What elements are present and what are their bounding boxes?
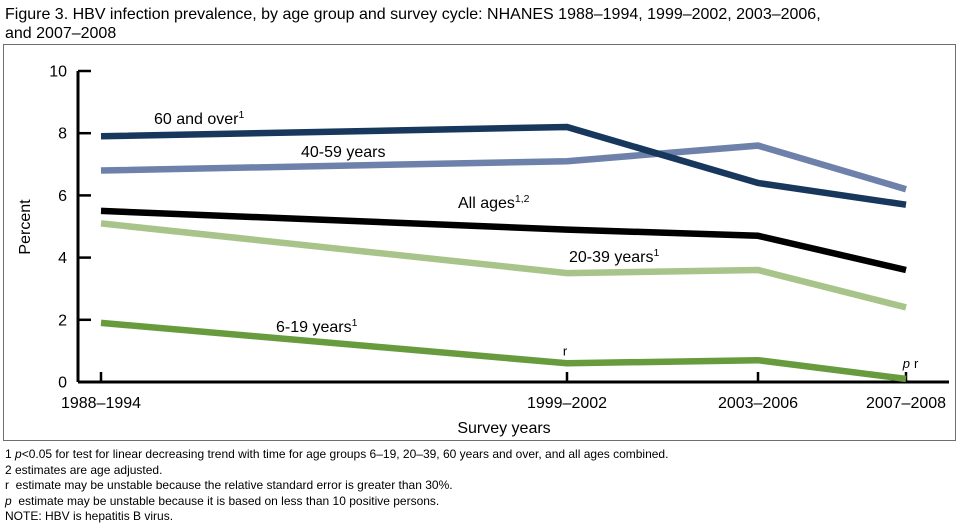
- footnotes: 1 p<0.05 for test for linear decreasing …: [5, 447, 668, 525]
- series-line-60-and-over: [100, 123, 907, 208]
- y-tick-label: 8: [58, 126, 67, 143]
- flag-annotation-r: r: [914, 356, 919, 371]
- flag-annotation-p: p: [902, 356, 910, 371]
- footnote: 2 estimates are age adjusted.: [5, 462, 163, 477]
- footnote: r estimate may be unstable because the r…: [5, 478, 453, 493]
- footnote: 1 p<0.05 for test for linear decreasing …: [5, 447, 669, 461]
- y-tick-label: 10: [49, 64, 67, 81]
- y-tick-label: 2: [58, 312, 67, 329]
- y-axis-label: Percent: [17, 199, 34, 255]
- x-tick-label: 1988–1994: [61, 395, 141, 412]
- footnote: NOTE: HBV is hepatitis B virus.: [5, 509, 174, 524]
- x-tick-label: 2003–2006: [718, 395, 798, 412]
- series-line-6-19-years: [100, 319, 907, 383]
- y-tick-label: 4: [58, 250, 67, 267]
- series-label-6-19-years: 6-19 years1: [276, 317, 358, 336]
- x-tick-label: 2007–2008: [866, 395, 946, 412]
- y-tick-label: 0: [58, 375, 67, 392]
- figure-title-line2: and 2007–2008: [5, 25, 117, 42]
- series-line-20-39-years: [100, 220, 907, 311]
- footnote: p estimate may be unstable because it is…: [5, 493, 440, 508]
- series-label-60-and-over: 60 and over1: [154, 109, 245, 128]
- chart-frame: 0 2 4 6 8 10 1988–1994 1999–2002 2003–2006 2007–2…: [3, 44, 956, 441]
- flag-annotation-r: r: [563, 343, 568, 358]
- series-label-all-ages: All ages1,2: [458, 193, 530, 212]
- series-line-all-ages: [100, 207, 907, 274]
- series-label-20-39-years: 20-39 years1: [569, 247, 660, 266]
- series-label-40-59-years: 40-59 years: [301, 144, 386, 161]
- x-axis-label: Survey years: [457, 420, 550, 437]
- figure-title: Figure 3. HBV infection prevalence, by a…: [5, 5, 821, 43]
- series-line-40-59-years: [100, 142, 907, 193]
- x-tick-label: 1999–2002: [527, 395, 607, 412]
- y-tick-label: 6: [58, 188, 67, 205]
- figure-title-line1: Figure 3. HBV infection prevalence, by a…: [5, 6, 821, 23]
- line-chart: 0 2 4 6 8 10 1988–1994 1999–2002 2003–2006 2007–2…: [17, 64, 949, 437]
